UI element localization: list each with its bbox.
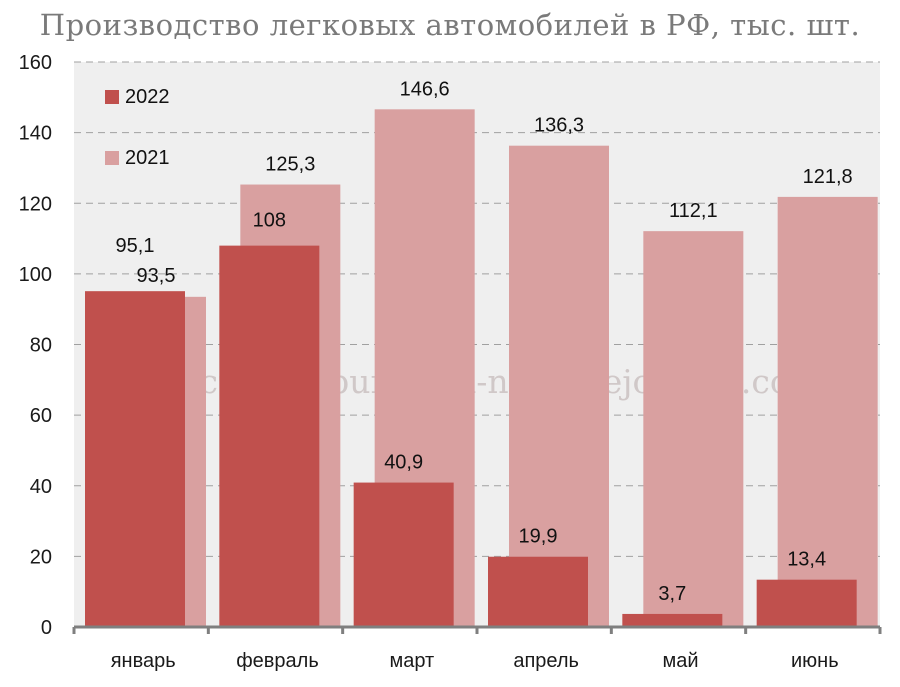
- y-tick-label: 60: [30, 405, 52, 427]
- bar-2021: [509, 145, 609, 628]
- x-category-label: июнь: [791, 650, 839, 672]
- x-category-label: январь: [111, 650, 176, 672]
- data-label-2022: 3,7: [658, 583, 686, 605]
- chart-title: Производство легковых автомобилей в РФ, …: [39, 8, 861, 42]
- bar-2022: [622, 613, 723, 627]
- data-label-2021: 93,5: [137, 265, 176, 287]
- data-label-2021: 136,3: [534, 115, 584, 137]
- y-tick-label: 20: [30, 546, 52, 568]
- y-tick-label: 0: [41, 617, 52, 639]
- data-label-2021: 125,3: [265, 154, 315, 176]
- data-label-2022: 19,9: [519, 526, 558, 548]
- bar-2022: [353, 482, 454, 627]
- y-tick-label: 80: [30, 335, 52, 357]
- bar-2022: [85, 291, 185, 627]
- x-category-label: февраль: [236, 650, 319, 672]
- y-tick-label: 100: [19, 264, 52, 286]
- data-label-2021: 121,8: [803, 166, 853, 188]
- data-label-2021: 146,6: [400, 78, 450, 100]
- data-label-2022: 40,9: [384, 452, 423, 474]
- legend-label: 2021: [125, 147, 170, 169]
- bar-2022: [219, 245, 320, 627]
- legend-label: 2022: [125, 86, 170, 108]
- data-label-2022: 13,4: [787, 549, 826, 571]
- bar-2022: [488, 556, 588, 627]
- legend-swatch: [105, 90, 119, 104]
- data-label-2021: 112,1: [669, 200, 718, 222]
- data-label-2022: 95,1: [116, 235, 155, 257]
- y-tick-label: 160: [19, 52, 52, 74]
- bar-2021: [643, 231, 744, 627]
- x-category-label: май: [662, 650, 698, 672]
- data-label-2022: 108: [253, 210, 286, 232]
- bar-2022: [756, 579, 857, 627]
- bar-2021: [777, 196, 878, 628]
- y-tick-label: 40: [30, 476, 52, 498]
- x-category-label: апрель: [513, 650, 579, 672]
- x-category-label: март: [389, 650, 434, 672]
- y-tick-label: 120: [19, 193, 52, 215]
- legend-swatch: [105, 151, 119, 165]
- y-tick-label: 140: [19, 123, 52, 145]
